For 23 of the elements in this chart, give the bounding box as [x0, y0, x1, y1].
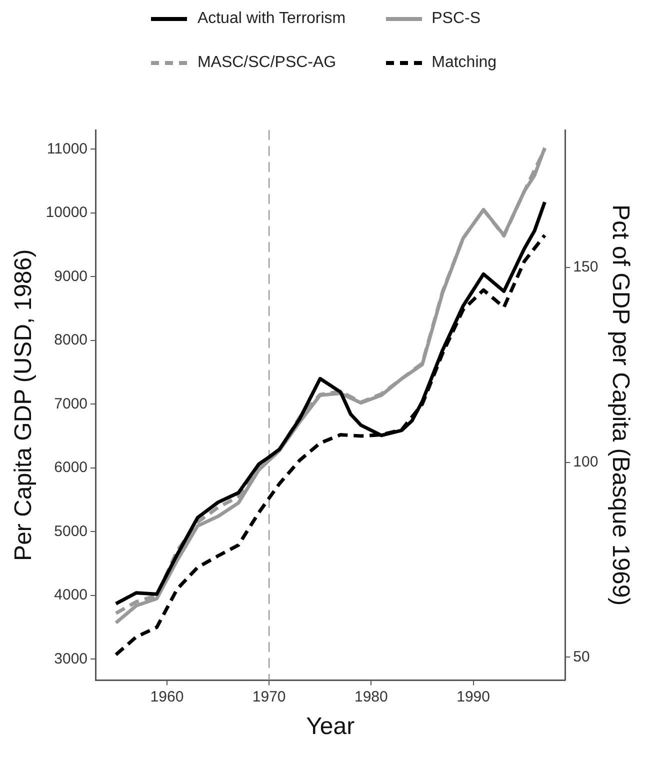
x-tick-label: 1970	[252, 688, 286, 706]
y-tick-label: 10000	[46, 204, 88, 222]
y2-tick-label: 50	[573, 648, 590, 666]
y2-tick-label: 150	[573, 258, 598, 276]
y-tick-label: 3000	[54, 650, 88, 668]
y-tick-label: 6000	[54, 459, 88, 476]
y-tick-label: 11000	[46, 140, 88, 158]
y-tick-label: 5000	[54, 522, 88, 540]
legend-label: MASC/SC/PSC-AG	[197, 54, 336, 72]
y-tick-label: 4000	[54, 586, 88, 604]
y-tick-label: 7000	[54, 395, 88, 412]
legend-label: Matching	[432, 54, 497, 72]
x-axis-title: Year	[306, 713, 355, 740]
x-tick-label: 1990	[456, 688, 490, 706]
y2-axis-title: Pct of GDP per Capita (Basque 1969)	[606, 204, 634, 606]
y-tick-label: 9000	[54, 268, 88, 285]
legend-label: PSC-S	[432, 10, 481, 28]
legend-label: Actual with Terrorism	[197, 10, 346, 28]
x-tick-label: 1960	[150, 688, 184, 706]
y-axis-title: Per Capita GDP (USD, 1986)	[10, 249, 38, 561]
y2-tick-label: 100	[573, 454, 598, 471]
x-tick-label: 1980	[354, 688, 388, 706]
y-tick-label: 8000	[54, 332, 88, 349]
